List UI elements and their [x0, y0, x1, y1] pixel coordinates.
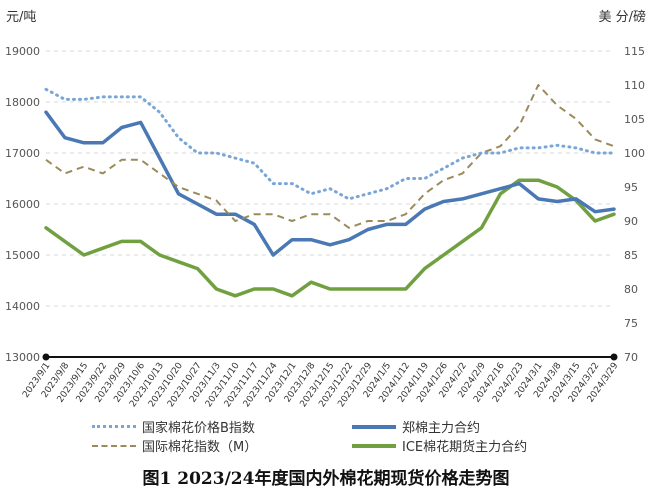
- right-axis-tick-label: 110: [624, 79, 645, 92]
- right-axis-tick-label: 85: [624, 249, 638, 262]
- left-axis-unit: 元/吨: [6, 10, 37, 25]
- legend-swatch-b-index: [92, 425, 136, 428]
- chart-caption: 图1 2023/24年度国内外棉花期现货价格走势图: [142, 469, 510, 489]
- series-line-zhengmian: [44, 110, 616, 257]
- left-axis-tick-label: 16000: [5, 198, 40, 211]
- left-axis-tick-label: 13000: [5, 351, 40, 364]
- left-axis-tick-label: 17000: [5, 147, 40, 160]
- legend-swatch-m-index: [92, 444, 136, 447]
- chart-plot-area: 13000 14000 15000 16000 17000 18000 19000 70 75 8…: [5, 45, 645, 409]
- right-axis-tick-label: 105: [624, 113, 645, 126]
- legend-label-m-index: 国际棉花指数（M）: [142, 440, 258, 455]
- legend-item-m-index: 国际棉花指数（M）: [92, 436, 257, 455]
- right-axis-tick-label: 70: [624, 351, 638, 364]
- legend-swatch-ice: [352, 443, 396, 448]
- legend-label-ice: ICE棉花期货主力合约: [402, 440, 528, 455]
- legend-item-ice: ICE棉花期货主力合约: [352, 436, 527, 455]
- right-axis-unit: 美 分/磅: [598, 10, 646, 25]
- legend-item-zhengmian: 郑棉主力合约: [352, 417, 480, 436]
- left-axis-tick-label: 18000: [5, 96, 40, 109]
- series-line-ice: [44, 178, 616, 298]
- right-axis-tick-label: 115: [624, 45, 645, 58]
- left-axis-tick-label: 14000: [5, 300, 40, 313]
- right-axis-tick-label: 75: [624, 317, 638, 330]
- right-axis-tick-label: 80: [624, 283, 638, 296]
- left-axis-tick-label: 19000: [5, 45, 40, 58]
- x-axis-start-marker: [42, 353, 50, 361]
- legend-label-zhengmian: 郑棉主力合约: [402, 421, 481, 436]
- right-axis-tick-label: 95: [624, 181, 638, 194]
- legend-swatch-zhengmian: [352, 424, 396, 429]
- series-line-b-index: [44, 87, 616, 201]
- x-axis-end-marker: [610, 353, 618, 361]
- series-line-m-index: [45, 84, 615, 229]
- left-axis-tick-label: 15000: [5, 249, 40, 262]
- right-axis-tick-label: 100: [624, 147, 645, 160]
- legend-label-b-index: 国家棉花价格B指数: [142, 421, 255, 436]
- right-axis-tick-label: 90: [624, 215, 638, 228]
- legend-item-b-index: 国家棉花价格B指数: [92, 417, 255, 436]
